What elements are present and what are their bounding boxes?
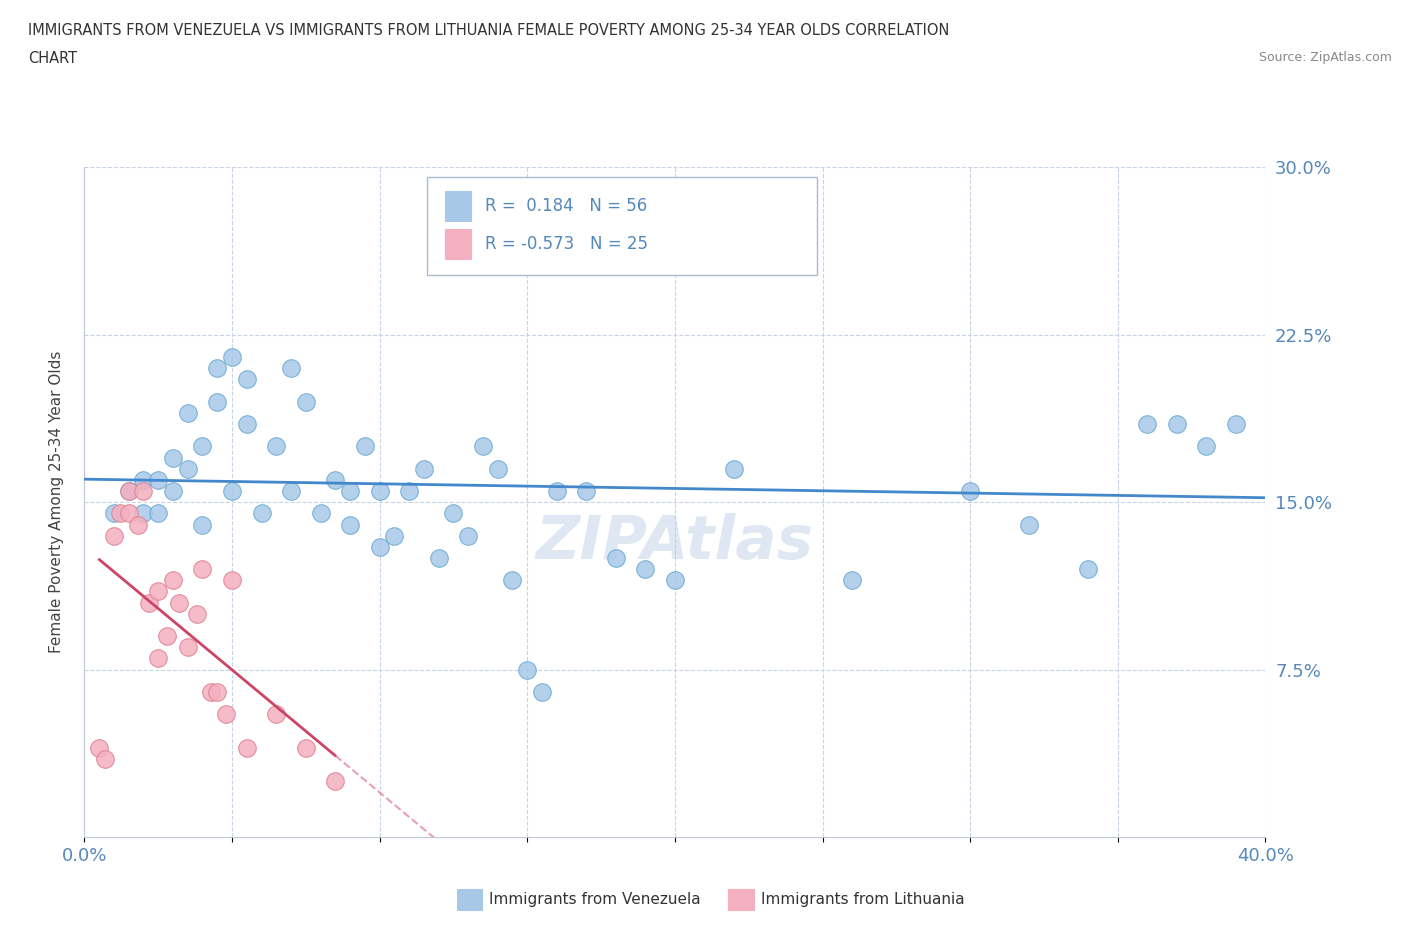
Point bbox=[339, 517, 361, 532]
Point bbox=[205, 684, 228, 699]
Point bbox=[1225, 417, 1247, 432]
Point bbox=[138, 595, 160, 610]
Point bbox=[264, 707, 288, 722]
Point bbox=[427, 551, 450, 565]
Text: Source: ZipAtlas.com: Source: ZipAtlas.com bbox=[1258, 51, 1392, 64]
Point bbox=[103, 506, 125, 521]
Point bbox=[413, 461, 436, 476]
Point bbox=[280, 361, 302, 376]
Point bbox=[309, 506, 332, 521]
Point bbox=[148, 651, 170, 666]
Y-axis label: Female Poverty Among 25-34 Year Olds: Female Poverty Among 25-34 Year Olds bbox=[49, 351, 63, 654]
Point bbox=[132, 484, 155, 498]
Point bbox=[664, 573, 686, 588]
Point bbox=[162, 573, 184, 588]
Point bbox=[1136, 417, 1159, 432]
Point bbox=[200, 684, 222, 699]
Point bbox=[103, 528, 125, 543]
Point bbox=[264, 439, 288, 454]
Point bbox=[162, 484, 184, 498]
Point bbox=[634, 562, 657, 577]
Point bbox=[546, 484, 568, 498]
Point bbox=[94, 751, 117, 766]
Point bbox=[723, 461, 745, 476]
Point bbox=[89, 740, 111, 755]
Point bbox=[167, 595, 190, 610]
Bar bbox=[444, 191, 471, 221]
Point bbox=[118, 506, 141, 521]
Point bbox=[486, 461, 509, 476]
Point bbox=[191, 517, 214, 532]
Point bbox=[441, 506, 464, 521]
Point bbox=[250, 506, 273, 521]
Point bbox=[191, 562, 214, 577]
Point bbox=[368, 539, 391, 554]
Point bbox=[472, 439, 495, 454]
Point bbox=[782, 227, 804, 242]
Text: Immigrants from Lithuania: Immigrants from Lithuania bbox=[761, 892, 965, 907]
Point bbox=[501, 573, 523, 588]
Point bbox=[457, 528, 479, 543]
Point bbox=[959, 484, 981, 498]
Bar bbox=[444, 229, 471, 259]
Point bbox=[236, 372, 259, 387]
Point bbox=[221, 484, 243, 498]
Point bbox=[148, 584, 170, 599]
Point bbox=[841, 573, 863, 588]
Point bbox=[354, 439, 377, 454]
Text: R =  0.184   N = 56: R = 0.184 N = 56 bbox=[485, 197, 647, 215]
Point bbox=[295, 740, 318, 755]
Point bbox=[132, 472, 155, 487]
Text: Immigrants from Venezuela: Immigrants from Venezuela bbox=[489, 892, 702, 907]
Point bbox=[132, 506, 155, 521]
Point bbox=[221, 350, 243, 365]
Point bbox=[177, 461, 200, 476]
Point bbox=[339, 484, 361, 498]
Point bbox=[148, 506, 170, 521]
Point bbox=[148, 472, 170, 487]
Point bbox=[177, 640, 200, 655]
Point bbox=[1077, 562, 1099, 577]
Point bbox=[156, 629, 179, 644]
Point bbox=[236, 417, 259, 432]
Point bbox=[118, 484, 141, 498]
FancyBboxPatch shape bbox=[427, 178, 817, 274]
Point bbox=[382, 528, 406, 543]
Point bbox=[280, 484, 302, 498]
Text: IMMIGRANTS FROM VENEZUELA VS IMMIGRANTS FROM LITHUANIA FEMALE POVERTY AMONG 25-3: IMMIGRANTS FROM VENEZUELA VS IMMIGRANTS … bbox=[28, 23, 949, 38]
Text: ZIPAtlas: ZIPAtlas bbox=[536, 512, 814, 572]
Point bbox=[221, 573, 243, 588]
Text: CHART: CHART bbox=[28, 51, 77, 66]
Point bbox=[191, 439, 214, 454]
Point bbox=[205, 361, 228, 376]
Point bbox=[186, 606, 208, 621]
Point bbox=[1195, 439, 1218, 454]
Point bbox=[205, 394, 228, 409]
Point bbox=[118, 484, 141, 498]
Point bbox=[162, 450, 184, 465]
Point bbox=[530, 684, 553, 699]
Point bbox=[1166, 417, 1188, 432]
Point bbox=[398, 484, 420, 498]
Point bbox=[323, 472, 347, 487]
Text: R = -0.573   N = 25: R = -0.573 N = 25 bbox=[485, 235, 648, 253]
Point bbox=[605, 551, 627, 565]
Point bbox=[108, 506, 131, 521]
Point bbox=[215, 707, 238, 722]
Point bbox=[575, 484, 598, 498]
Point bbox=[236, 740, 259, 755]
Point bbox=[295, 394, 318, 409]
Point bbox=[127, 517, 149, 532]
Point bbox=[368, 484, 391, 498]
Point bbox=[1018, 517, 1040, 532]
Point bbox=[177, 405, 200, 420]
Point bbox=[516, 662, 538, 677]
Point bbox=[323, 774, 347, 789]
